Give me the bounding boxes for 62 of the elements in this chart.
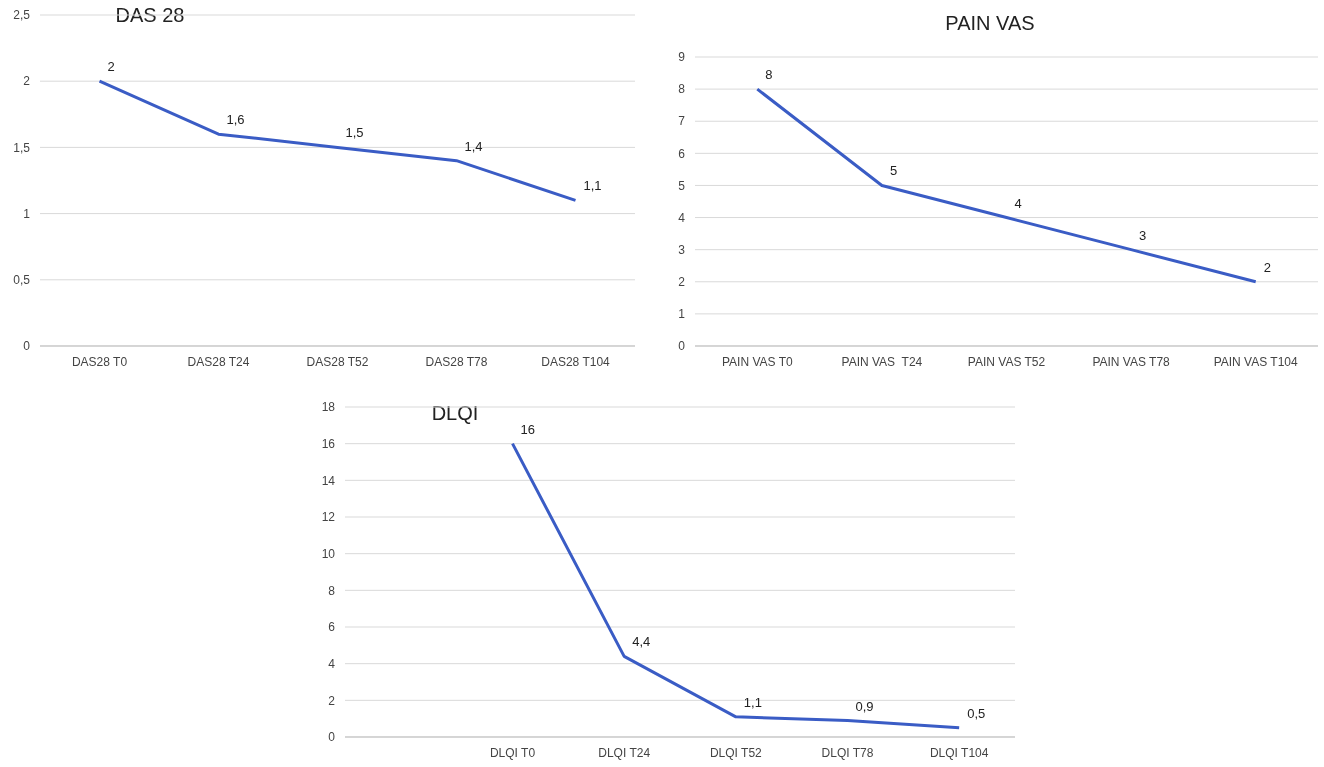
y-tick-label: 0 <box>328 730 336 745</box>
y-tick-label: 12 <box>321 510 336 525</box>
data-label: 1,4 <box>464 138 483 154</box>
data-label: 3 <box>1139 227 1147 243</box>
x-tick-label: DLQI T24 <box>598 746 651 760</box>
data-label: 4,4 <box>632 634 651 650</box>
line-series <box>511 442 961 730</box>
x-tick-label: DAS28 T104 <box>541 355 611 369</box>
x-tick-label: PAIN VAS T52 <box>967 355 1046 369</box>
x-tick-label: DLQI T0 <box>489 746 536 760</box>
data-label: 1,1 <box>743 694 762 710</box>
x-tick-label: DAS28 T52 <box>306 355 369 369</box>
data-label: 0,9 <box>855 698 874 714</box>
y-tick-label: 4 <box>328 656 336 671</box>
x-tick-label: PAIN VAS T0 <box>721 355 793 369</box>
chart-title: DAS 28 <box>115 4 185 26</box>
y-tick-label: 6 <box>328 620 336 635</box>
y-tick-label: 6 <box>678 146 686 161</box>
data-label: 5 <box>889 163 898 179</box>
y-tick-label: 16 <box>321 436 336 451</box>
x-tick-label: PAIN VAS T24 <box>841 355 923 369</box>
x-tick-label: DLQI T52 <box>709 746 763 760</box>
y-tick-label: 7 <box>678 114 686 129</box>
x-tick-label: DLQI T78 <box>821 746 874 760</box>
x-tick-label: PAIN VAS T104 <box>1213 355 1299 369</box>
y-tick-label: 2 <box>678 274 686 289</box>
y-tick-label: 1,5 <box>13 140 31 155</box>
line-series <box>98 79 577 202</box>
x-tick-label: DAS28 T78 <box>425 355 488 369</box>
y-tick-label: 18 <box>321 400 336 415</box>
y-tick-label: 0 <box>678 339 686 354</box>
data-label: 8 <box>765 67 773 83</box>
data-label: 16 <box>520 421 535 437</box>
chart-title: DLQI <box>431 402 479 424</box>
y-tick-label: 14 <box>321 473 336 488</box>
x-tick-label: DLQI T104 <box>929 746 989 760</box>
y-tick-label: 8 <box>328 583 336 598</box>
y-tick-label: 10 <box>321 546 336 561</box>
data-label: 0,5 <box>967 705 986 721</box>
y-tick-label: 2 <box>23 74 31 89</box>
x-tick-label: DAS28 T24 <box>187 355 250 369</box>
y-tick-label: 5 <box>678 178 686 193</box>
y-tick-label: 0,5 <box>13 273 31 287</box>
line-series <box>755 87 1258 284</box>
x-tick-label: DAS28 T0 <box>71 355 128 369</box>
y-tick-label: 3 <box>678 242 686 257</box>
y-tick-label: 0 <box>23 339 31 354</box>
chart-title: PAIN VAS <box>945 12 1035 34</box>
x-tick-label: PAIN VAS T78 <box>1092 355 1171 369</box>
y-tick-label: 4 <box>678 210 686 225</box>
data-label: 1,5 <box>345 125 364 141</box>
y-tick-label: 1 <box>23 206 31 221</box>
y-tick-label: 2,5 <box>13 8 31 23</box>
data-label: 2 <box>1263 259 1271 275</box>
data-label: 4 <box>1014 195 1022 211</box>
data-label: 1,6 <box>226 112 245 128</box>
data-label: 1,1 <box>583 178 602 194</box>
data-label: 2 <box>107 59 115 75</box>
y-tick-label: 9 <box>678 50 686 65</box>
y-tick-label: 8 <box>678 82 686 97</box>
y-tick-label: 1 <box>678 307 686 322</box>
y-tick-label: 2 <box>328 693 336 708</box>
